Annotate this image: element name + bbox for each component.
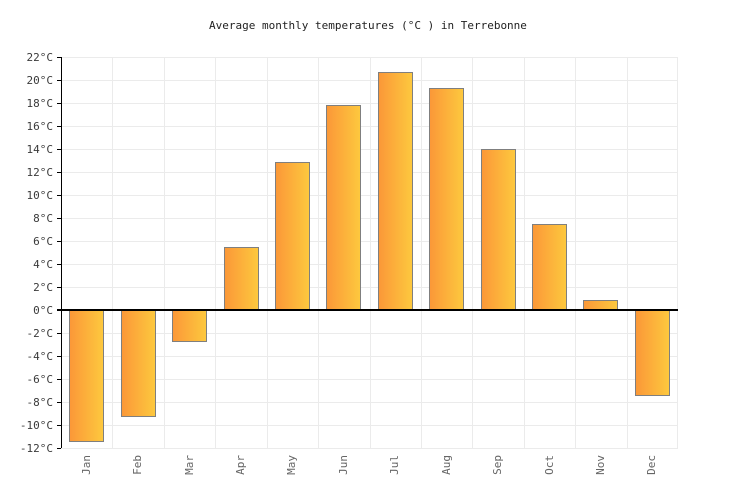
y-axis-label: 2°C xyxy=(33,281,53,294)
zero-baseline xyxy=(57,309,678,311)
y-axis-label: -6°C xyxy=(26,373,54,386)
y-axis-label: -2°C xyxy=(26,327,54,340)
y-tick xyxy=(57,448,61,449)
y-tick xyxy=(57,172,61,173)
gridline-vertical xyxy=(420,57,422,448)
y-axis-label: 6°C xyxy=(33,235,53,248)
y-tick xyxy=(57,149,61,150)
gridline-horizontal xyxy=(61,448,678,449)
x-axis-label-jul: Jul xyxy=(388,455,402,475)
y-tick xyxy=(57,80,61,81)
bar-aug xyxy=(429,88,465,310)
bar-apr xyxy=(223,246,259,311)
gridline-vertical xyxy=(523,57,525,448)
gridline-vertical xyxy=(472,57,474,448)
y-tick xyxy=(57,195,61,196)
bar-jan xyxy=(69,310,105,443)
bar-may xyxy=(274,161,310,310)
y-axis-label: 8°C xyxy=(33,212,53,225)
gridline-vertical xyxy=(626,57,628,448)
y-axis-label: 0°C xyxy=(33,304,53,317)
y-axis-label: 10°C xyxy=(26,189,54,202)
bar-sep xyxy=(480,149,516,310)
gridline-vertical xyxy=(369,57,371,448)
x-axis-label-nov: Nov xyxy=(593,455,607,475)
y-axis-label: -12°C xyxy=(19,442,53,455)
y-axis-label: 20°C xyxy=(26,74,54,87)
y-tick xyxy=(57,103,61,104)
y-tick xyxy=(57,241,61,242)
y-tick xyxy=(57,425,61,426)
y-axis-label: 12°C xyxy=(26,166,54,179)
y-tick xyxy=(57,287,61,288)
gridline-vertical xyxy=(318,57,320,448)
bar-jul xyxy=(377,72,413,310)
x-axis-label-dec: Dec xyxy=(645,455,659,475)
y-axis-label: -4°C xyxy=(26,350,54,363)
x-axis-label-jun: Jun xyxy=(336,455,350,475)
y-axis-label: 22°C xyxy=(26,51,54,64)
gridline-vertical xyxy=(677,57,678,448)
gridline-vertical xyxy=(266,57,268,448)
y-axis-label: -8°C xyxy=(26,396,54,409)
gridline-vertical xyxy=(215,57,217,448)
y-tick xyxy=(57,57,61,58)
chart-title: Average monthly temperatures (°C ) in Te… xyxy=(209,19,527,32)
bar-dec xyxy=(634,310,670,397)
y-tick xyxy=(57,310,61,311)
y-axis-label: 16°C xyxy=(26,120,54,133)
y-axis-label: -10°C xyxy=(19,419,53,432)
y-axis-line xyxy=(61,57,62,448)
x-axis-label-apr: Apr xyxy=(234,455,247,475)
gridline-vertical xyxy=(575,57,577,448)
x-axis-label-feb: Feb xyxy=(131,455,145,475)
y-tick xyxy=(57,264,61,265)
y-axis-label: 18°C xyxy=(26,97,54,110)
plot-area: 22°C 20°C 18°C 16°C 14°C 12°C 10°C 8°C 6°C 4°C 2°C… xyxy=(20,51,678,475)
y-tick xyxy=(57,379,61,380)
gridline-vertical xyxy=(163,57,165,448)
y-tick xyxy=(57,333,61,334)
y-tick xyxy=(57,356,61,357)
y-axis-label: 14°C xyxy=(26,143,54,156)
bar-jun xyxy=(326,105,362,310)
x-axis-label-oct: Oct xyxy=(542,455,556,475)
x-axis-label-mar: Mar xyxy=(182,455,196,475)
y-tick xyxy=(57,126,61,127)
gridline-vertical xyxy=(112,57,114,448)
x-axis-label-jan: Jan xyxy=(79,455,93,475)
x-axis-label-may: May xyxy=(285,455,299,475)
bar-mar xyxy=(172,310,207,343)
x-axis-label-sep: Sep xyxy=(491,455,504,475)
x-axis-label-aug: Aug xyxy=(439,455,453,475)
bar-feb xyxy=(120,310,156,417)
bar-oct xyxy=(532,223,567,311)
y-axis-label: 4°C xyxy=(33,258,53,271)
y-tick xyxy=(57,402,61,403)
y-tick xyxy=(57,218,61,219)
